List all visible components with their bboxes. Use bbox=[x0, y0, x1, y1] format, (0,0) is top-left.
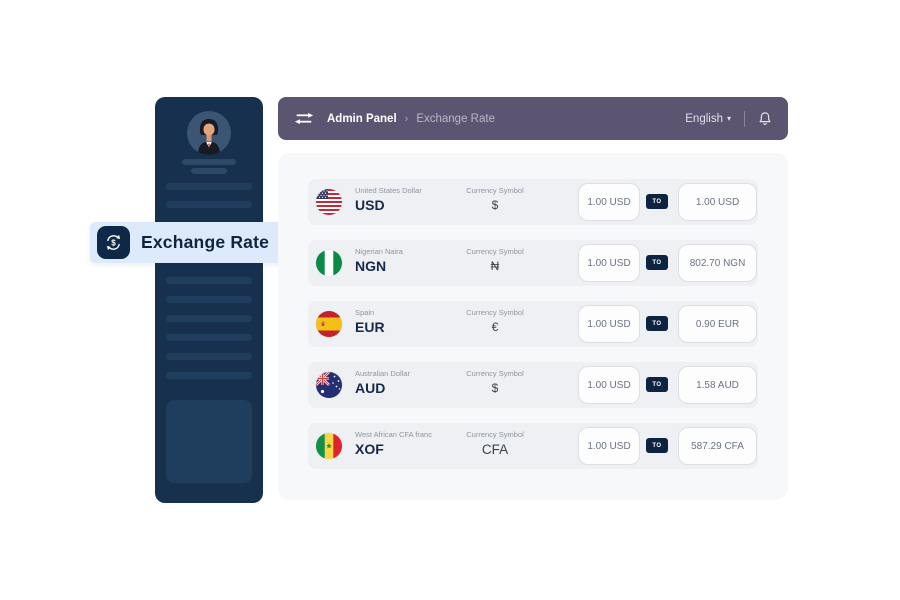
currency-code: NGN bbox=[355, 258, 387, 274]
from-amount-input[interactable]: 1.00 USD bbox=[578, 366, 640, 404]
currency-symbol-value: € bbox=[491, 320, 499, 334]
currency-symbol-label: Currency Symbol bbox=[466, 247, 524, 256]
to-badge: TO bbox=[646, 377, 668, 392]
exchange-rate-label: Exchange Rate bbox=[141, 232, 270, 252]
sn-flag-icon bbox=[316, 433, 342, 459]
currency-name-column: Australian Dollar AUD bbox=[355, 369, 410, 396]
exchange-rate-panel: United States Dollar USD Currency Symbol… bbox=[278, 153, 788, 500]
avatar-illustration bbox=[198, 119, 220, 155]
from-amount-input[interactable]: 1.00 USD bbox=[578, 244, 640, 282]
currency-full-name: Australian Dollar bbox=[355, 369, 411, 378]
language-selector[interactable]: English ▾ bbox=[685, 113, 731, 125]
nav-item-skeleton bbox=[166, 183, 252, 190]
exchange-rate-row: West African CFA franc XOF Currency Symb… bbox=[308, 423, 758, 469]
ng-flag-icon bbox=[316, 250, 342, 276]
exchange-rate-row: Australian Dollar AUD Currency Symbol $ … bbox=[308, 362, 758, 408]
chevron-down-icon: ▾ bbox=[726, 114, 731, 123]
nav-item-skeleton bbox=[166, 201, 252, 208]
user-avatar[interactable] bbox=[187, 111, 231, 155]
breadcrumb-separator: › bbox=[404, 112, 409, 125]
from-amount-input[interactable]: 1.00 USD bbox=[578, 305, 640, 343]
currency-exchange-icon: $ bbox=[97, 226, 130, 259]
nav-item-skeleton bbox=[166, 334, 252, 341]
currency-code: EUR bbox=[355, 319, 385, 335]
currency-symbol-column: Currency Symbol $ bbox=[455, 186, 535, 212]
currency-symbol-label: Currency Symbol bbox=[466, 186, 524, 195]
nav-item-skeleton bbox=[166, 315, 252, 322]
nav-item-skeleton bbox=[166, 277, 252, 284]
us-flag-icon bbox=[316, 189, 342, 215]
converted-amount-input[interactable]: 1.58 AUD bbox=[678, 366, 757, 404]
converted-amount-input[interactable]: 1.00 USD bbox=[678, 183, 757, 221]
svg-text:$: $ bbox=[111, 238, 116, 247]
language-label: English bbox=[685, 112, 723, 125]
from-amount-input[interactable]: 1.00 USD bbox=[578, 427, 640, 465]
sidebar-toggle-swap-icon[interactable] bbox=[294, 112, 314, 125]
sidebar bbox=[155, 97, 263, 503]
avatar-name-skeleton bbox=[182, 159, 236, 165]
currency-name-column: Nigerian Naira NGN bbox=[355, 247, 403, 274]
to-badge: TO bbox=[646, 255, 668, 270]
sidebar-footer-skeleton bbox=[166, 400, 252, 483]
au-flag-icon bbox=[316, 372, 342, 398]
es-flag-icon bbox=[316, 311, 342, 337]
currency-symbol-column: Currency Symbol $ bbox=[455, 369, 535, 395]
exchange-rate-row: Nigerian Naira NGN Currency Symbol ₦ 1.0… bbox=[308, 240, 758, 286]
exchange-rate-row: Spain EUR Currency Symbol € 1.00 USD TO … bbox=[308, 301, 758, 347]
rates-list: United States Dollar USD Currency Symbol… bbox=[308, 179, 758, 484]
currency-symbol-value: $ bbox=[491, 198, 499, 212]
nav-item-skeleton bbox=[166, 296, 252, 303]
currency-code: USD bbox=[355, 197, 385, 213]
nav-item-skeleton bbox=[166, 372, 252, 379]
currency-symbol-label: Currency Symbol bbox=[466, 430, 524, 439]
currency-name-column: Spain EUR bbox=[355, 308, 385, 335]
breadcrumb-current: Exchange Rate bbox=[416, 112, 495, 125]
currency-name-column: United States Dollar USD bbox=[355, 186, 422, 213]
currency-symbol-column: Currency Symbol ₦ bbox=[455, 247, 535, 273]
currency-symbol-value: $ bbox=[491, 381, 499, 395]
to-badge: TO bbox=[646, 316, 668, 331]
currency-symbol-column: Currency Symbol € bbox=[455, 308, 535, 334]
breadcrumb-root[interactable]: Admin Panel bbox=[327, 112, 397, 125]
currency-full-name: Nigerian Naira bbox=[355, 247, 403, 256]
currency-symbol-column: Currency Symbol CFA bbox=[455, 430, 535, 457]
converted-amount-input[interactable]: 587.29 CFA bbox=[678, 427, 757, 465]
nav-item-skeleton bbox=[166, 353, 252, 360]
header-bar: Admin Panel › Exchange Rate English ▾ bbox=[278, 97, 788, 140]
currency-symbol-value: ₦ bbox=[490, 259, 500, 273]
from-amount-input[interactable]: 1.00 USD bbox=[578, 183, 640, 221]
to-badge: TO bbox=[646, 194, 668, 209]
exchange-rate-row: United States Dollar USD Currency Symbol… bbox=[308, 179, 758, 225]
currency-code: AUD bbox=[355, 380, 386, 396]
currency-full-name: West African CFA franc bbox=[355, 430, 432, 439]
to-badge: TO bbox=[646, 438, 668, 453]
header-divider bbox=[744, 110, 745, 127]
exchange-rate-nav-item[interactable]: $ Exchange Rate bbox=[90, 222, 288, 263]
currency-symbol-label: Currency Symbol bbox=[466, 369, 524, 378]
currency-name-column: West African CFA franc XOF bbox=[355, 430, 432, 457]
notifications-bell-icon[interactable] bbox=[758, 111, 772, 127]
converted-amount-input[interactable]: 802.70 NGN bbox=[678, 244, 757, 282]
currency-symbol-label: Currency Symbol bbox=[466, 308, 524, 317]
currency-full-name: United States Dollar bbox=[355, 186, 422, 195]
currency-full-name: Spain bbox=[355, 308, 375, 317]
converted-amount-input[interactable]: 0.90 EUR bbox=[678, 305, 757, 343]
currency-symbol-value: CFA bbox=[481, 442, 509, 457]
avatar-role-skeleton bbox=[191, 168, 227, 174]
currency-code: XOF bbox=[355, 441, 384, 457]
